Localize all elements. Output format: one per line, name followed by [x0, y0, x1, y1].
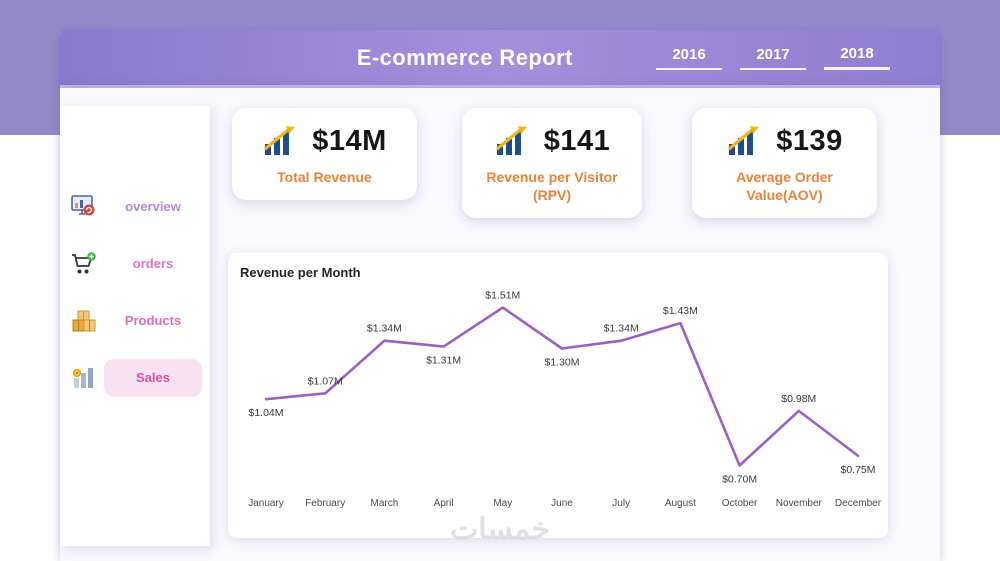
data-label: $1.34M: [367, 323, 402, 335]
kpi-label: Total Revenue: [277, 169, 372, 185]
bar-chart-up-icon: [726, 124, 762, 158]
data-label: $1.34M: [604, 323, 639, 335]
watermark: خمسات: [449, 513, 551, 546]
kpi-label: Average Order Value(AOV): [736, 169, 833, 204]
sidebar-item-orders[interactable]: orders: [60, 235, 210, 292]
revenue-line: [264, 306, 860, 467]
x-axis-label: November: [776, 498, 823, 509]
data-label: $1.31M: [426, 355, 461, 367]
kpi-label: Revenue per Visitor (RPV): [486, 169, 618, 204]
kpi-card-top: $14M: [242, 124, 407, 158]
sidebar-item-sales[interactable]: Sales: [60, 349, 210, 406]
data-label: $0.75M: [840, 464, 875, 476]
data-label: $1.04M: [248, 407, 283, 419]
kpi-card-average-order-value: $139 Average Order Value(AOV): [692, 108, 877, 219]
kpi-card-total-revenue: $14M Total Revenue: [232, 108, 417, 201]
sidebar-item-label: orders: [132, 256, 174, 271]
x-axis-label: July: [612, 498, 630, 509]
data-label: $1.51M: [485, 290, 520, 302]
kpi-value: $14M: [312, 124, 387, 157]
data-label: $1.43M: [663, 305, 698, 317]
x-axis-label: February: [305, 498, 345, 509]
x-axis-label: March: [371, 498, 399, 509]
data-label: $1.07M: [308, 375, 343, 387]
kpi-card-revenue-per-visitor: $141 Revenue per Visitor (RPV): [462, 108, 642, 219]
data-label: $0.98M: [781, 393, 816, 405]
sidebar-item-label: Sales: [104, 358, 202, 397]
x-axis-label: December: [835, 498, 882, 509]
data-label: $0.70M: [722, 474, 757, 486]
kpi-card-top: $139: [702, 124, 867, 158]
sidebar: overview orders: [60, 106, 210, 546]
x-axis-label: May: [493, 498, 512, 509]
revenue-per-month-card: Revenue per Month $1.04M January $1.07M Feb…: [228, 253, 888, 538]
dashboard-icon: [70, 194, 98, 220]
bar-chart-up-icon: [262, 124, 298, 158]
sidebar-item-overview[interactable]: overview: [60, 178, 210, 235]
year-tab-2016[interactable]: 2016: [656, 46, 722, 70]
year-tab-2018[interactable]: 2018: [824, 45, 890, 70]
sidebar-item-products[interactable]: Products: [60, 292, 210, 349]
x-axis-label: January: [248, 498, 284, 509]
cart-icon: [70, 251, 98, 277]
content-panel: overview orders: [60, 88, 940, 561]
x-axis-label: April: [434, 498, 454, 509]
x-axis-label: June: [551, 498, 573, 509]
products-icon: [70, 308, 98, 334]
kpi-card-top: $141: [472, 124, 632, 158]
x-axis-label: October: [722, 498, 758, 509]
sales-icon: [70, 365, 98, 391]
x-axis-label: August: [665, 498, 696, 509]
year-tabs: 2016 2017 2018: [656, 30, 890, 85]
report-title: E-commerce Report: [356, 44, 573, 70]
revenue-line-chart[interactable]: $1.04M January $1.07M February $1.34M March $1…: [240, 282, 882, 517]
sidebar-item-label: overview: [125, 199, 181, 214]
data-label: $1.30M: [544, 357, 579, 369]
sidebar-item-label: Products: [124, 313, 182, 328]
kpi-value: $141: [543, 124, 611, 157]
report-header: E-commerce Report 2016 2017 2018: [60, 30, 940, 88]
year-tab-2017[interactable]: 2017: [740, 46, 806, 70]
chart-title: Revenue per Month: [240, 265, 361, 280]
bar-chart-up-icon: [494, 124, 530, 158]
kpi-value: $139: [776, 124, 843, 157]
